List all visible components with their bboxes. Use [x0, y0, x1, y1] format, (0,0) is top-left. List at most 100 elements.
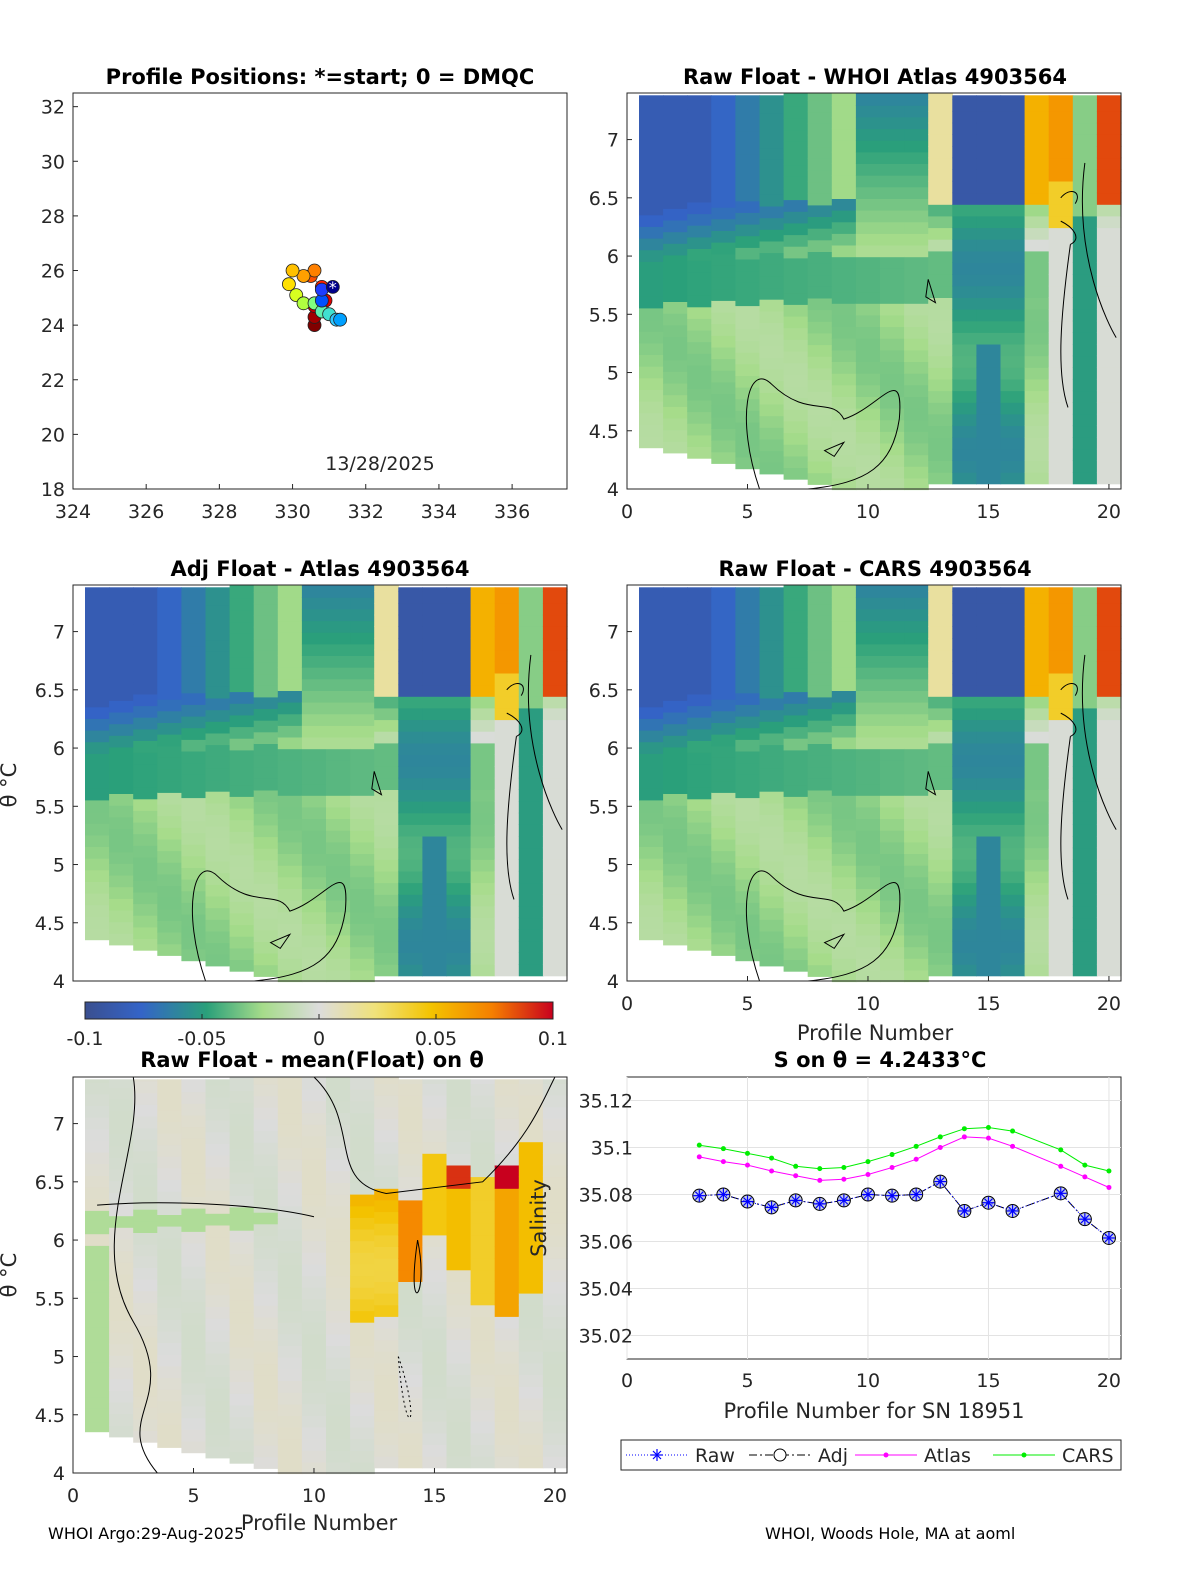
heatmap-cell — [1024, 952, 1050, 965]
heatmap-cell — [831, 585, 857, 598]
heatmap-cell — [133, 1325, 158, 1338]
heatmap-cell — [1072, 614, 1098, 627]
heatmap-cell — [398, 1421, 423, 1434]
heatmap-cell — [133, 822, 158, 835]
heatmap-cell — [783, 199, 809, 212]
heatmap-cell — [639, 121, 664, 134]
heatmap-cell — [253, 685, 279, 698]
heatmap-cell — [542, 638, 568, 651]
heatmap-cell — [470, 824, 496, 837]
heatmap-cell — [904, 876, 929, 889]
heatmap-cell — [157, 804, 182, 817]
heatmap-cell — [229, 1090, 255, 1103]
heatmap-cell — [350, 608, 375, 622]
heatmap-cell — [446, 684, 472, 697]
heatmap-cell — [807, 251, 833, 264]
heatmap-cell — [253, 1165, 279, 1178]
heatmap-cell — [976, 285, 1002, 298]
heatmap-cell — [350, 1240, 375, 1253]
heatmap-cell — [470, 777, 496, 790]
y-tick-label: 6.5 — [589, 680, 619, 702]
heatmap-cell — [205, 744, 231, 757]
heatmap-cell — [542, 1176, 568, 1189]
heatmap-cell — [1000, 472, 1026, 485]
heatmap-cell — [205, 1259, 231, 1273]
heatmap-cell — [109, 1425, 134, 1438]
heatmap-cell — [398, 929, 423, 942]
data-point-atlas — [1058, 1163, 1064, 1169]
heatmap-cell — [639, 881, 664, 894]
heatmap-cell — [759, 229, 785, 242]
y-tick-label: 32 — [41, 97, 65, 119]
heatmap-cell — [133, 775, 158, 788]
heatmap-cell — [181, 739, 207, 752]
heatmap-cell — [663, 595, 688, 608]
heatmap-cell — [639, 203, 664, 216]
heatmap-cell — [277, 760, 303, 773]
heatmap-cell — [663, 863, 688, 876]
heatmap-cell — [253, 1235, 279, 1248]
heatmap-cell — [229, 947, 255, 960]
heatmap-cell — [663, 723, 688, 736]
heatmap-cell — [470, 603, 496, 616]
heatmap-cell — [735, 119, 761, 132]
heatmap-cell — [277, 1252, 303, 1265]
heatmap-cell — [1000, 378, 1026, 392]
heatmap-cell — [783, 234, 809, 247]
heatmap-cell — [783, 246, 809, 259]
heatmap-cell — [181, 1231, 207, 1244]
heatmap-cell — [133, 880, 158, 893]
heatmap-cell — [1048, 378, 1074, 392]
heatmap-cell — [85, 1163, 110, 1176]
heatmap-cell — [1024, 437, 1050, 450]
heatmap-cell — [735, 879, 761, 892]
heatmap-cell — [470, 940, 496, 953]
heatmap-cell — [422, 1432, 448, 1445]
heatmap-cell — [277, 748, 303, 761]
heatmap-cell — [711, 629, 736, 642]
heatmap-cell — [157, 594, 182, 607]
heatmap-cell — [253, 1328, 279, 1341]
heatmap-cell — [277, 888, 303, 901]
data-point-atlas — [985, 1135, 991, 1141]
heatmap-cell — [928, 626, 953, 639]
heatmap-cell — [133, 1197, 158, 1210]
heatmap-cell — [855, 175, 881, 188]
heatmap-cell — [85, 683, 110, 696]
heatmap-cell — [181, 1441, 207, 1454]
heatmap-cell — [277, 702, 303, 715]
heatmap-cell — [85, 811, 110, 824]
heatmap-cell — [639, 660, 664, 673]
heatmap-cell — [735, 95, 761, 97]
heatmap-cell — [855, 725, 881, 738]
data-point-atlas — [865, 1172, 871, 1178]
heatmap-cell — [1000, 460, 1026, 473]
heatmap-cell — [446, 1432, 472, 1445]
heatmap-cell — [1024, 824, 1050, 837]
heatmap-cell — [518, 1386, 544, 1399]
heatmap-cell — [1000, 859, 1026, 872]
heatmap-cell — [301, 876, 327, 889]
heatmap-cell — [277, 958, 303, 971]
heatmap-cell — [205, 651, 231, 664]
heatmap-cell — [639, 296, 664, 309]
heatmap-cell — [542, 1316, 568, 1329]
heatmap-cell — [904, 585, 929, 598]
heatmap-cell — [518, 940, 544, 953]
data-point-cars — [696, 1142, 702, 1148]
heatmap-cell — [350, 1461, 375, 1475]
heatmap-cell — [952, 754, 977, 767]
heatmap-cell — [735, 634, 761, 647]
heatmap-cell — [976, 227, 1002, 240]
heatmap-cell — [446, 940, 472, 953]
heatmap-cell — [205, 1224, 231, 1238]
heatmap-cell — [952, 789, 977, 802]
heatmap-cell — [663, 126, 688, 139]
heatmap-cell — [109, 1145, 134, 1158]
y-tick-label: 6 — [53, 1230, 65, 1252]
heatmap-cell — [976, 437, 1002, 450]
heatmap-cell — [85, 1187, 110, 1200]
heatmap-cell — [398, 731, 423, 744]
heatmap-cell — [350, 1298, 375, 1312]
heatmap-cell — [1048, 250, 1074, 263]
